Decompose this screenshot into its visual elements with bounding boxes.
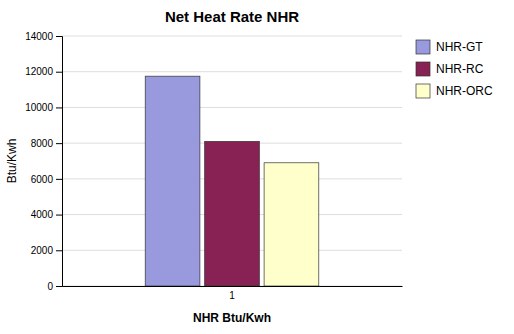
y-tick-mark [56,143,62,144]
y-tick: 14000 [25,31,62,42]
x-tick: 1 [229,290,235,301]
y-tick-mark [56,286,62,287]
legend-label: NHR-GT [436,40,483,54]
x-tick-label: 1 [229,290,235,301]
plot: 0 2000 4000 6000 8000 10000 12000 14000 1 [25,31,402,301]
y-axis-title: Btu/Kwh [5,139,19,184]
y-tick-mark [56,215,62,216]
y-tick: 10000 [25,102,62,113]
y-tick-label: 2000 [31,245,54,256]
y-tick-label: 4000 [31,209,54,220]
legend: NHR-GT NHR-RC NHR-ORC [416,40,493,98]
y-axis: 0 2000 4000 6000 8000 10000 12000 14000 [25,31,62,292]
y-tick-mark [56,72,62,73]
y-tick: 12000 [25,66,62,77]
y-tick: 8000 [31,138,62,149]
grid-line [62,71,402,72]
legend-item: NHR-ORC [416,84,493,98]
legend-swatch [416,62,430,76]
legend-item: NHR-RC [416,62,484,76]
y-tick-mark [56,250,62,251]
x-axis: 1 [63,287,403,302]
y-axis-line [56,37,63,287]
chart: 0 2000 4000 6000 8000 10000 12000 14000 1 Net Hea… [0,0,514,334]
bars [145,76,319,286]
y-tick-mark [56,107,62,108]
bar [264,163,319,286]
y-tick-label: 6000 [31,174,54,185]
y-tick-label: 8000 [31,138,54,149]
y-tick: 4000 [31,209,62,220]
grid-line [62,107,402,108]
x-axis-line [63,286,403,287]
y-tick: 2000 [31,245,62,256]
title: Net Heat Rate NHR [165,8,299,25]
y-tick-label: 10000 [25,102,53,113]
y-tick-mark [56,179,62,180]
legend-label: NHR-ORC [436,84,493,98]
grid [62,36,402,286]
legend-swatch [416,40,430,54]
y-tick: 6000 [31,174,62,185]
bar [205,141,260,286]
y-tick: 0 [47,281,62,292]
legend-swatch [416,84,430,98]
y-tick-label: 0 [47,281,53,292]
y-tick-label: 14000 [25,31,53,42]
grid-line [62,36,402,37]
y-tick-label: 12000 [25,66,53,77]
bar [145,76,200,286]
legend-label: NHR-RC [436,62,484,76]
y-tick-mark [56,36,62,37]
x-axis-title: NHR Btu/Kwh [193,311,271,325]
legend-item: NHR-GT [416,40,483,54]
